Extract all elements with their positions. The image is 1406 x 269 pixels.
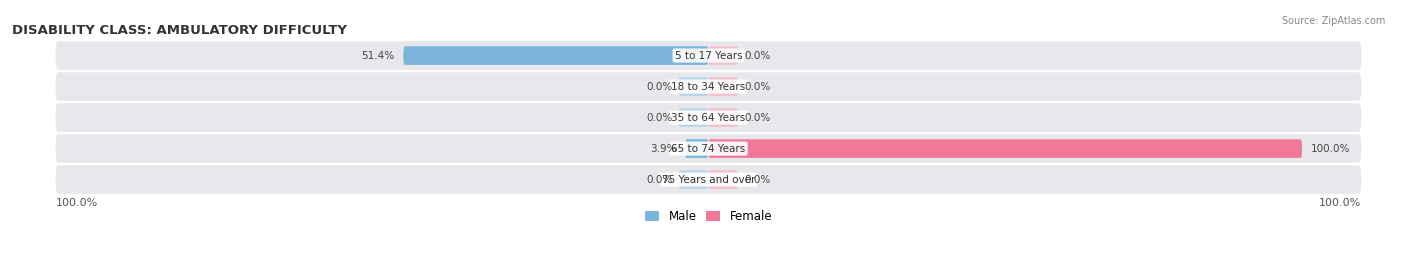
Text: 0.0%: 0.0% <box>647 82 673 91</box>
Text: 0.0%: 0.0% <box>744 175 770 185</box>
FancyBboxPatch shape <box>56 165 1361 194</box>
Text: 0.0%: 0.0% <box>744 51 770 61</box>
FancyBboxPatch shape <box>56 41 1361 70</box>
Text: 100.0%: 100.0% <box>1319 198 1361 208</box>
FancyBboxPatch shape <box>56 134 1361 163</box>
FancyBboxPatch shape <box>679 170 709 189</box>
FancyBboxPatch shape <box>709 170 738 189</box>
Text: 0.0%: 0.0% <box>647 175 673 185</box>
Text: 0.0%: 0.0% <box>744 82 770 91</box>
Text: 100.0%: 100.0% <box>1310 144 1350 154</box>
Text: 0.0%: 0.0% <box>647 112 673 123</box>
FancyBboxPatch shape <box>709 77 738 96</box>
Text: 51.4%: 51.4% <box>361 51 395 61</box>
FancyBboxPatch shape <box>709 108 738 127</box>
Text: Source: ZipAtlas.com: Source: ZipAtlas.com <box>1281 16 1385 26</box>
Text: 0.0%: 0.0% <box>744 112 770 123</box>
FancyBboxPatch shape <box>709 139 1302 158</box>
FancyBboxPatch shape <box>685 139 709 158</box>
FancyBboxPatch shape <box>56 103 1361 132</box>
FancyBboxPatch shape <box>56 72 1361 101</box>
Text: DISABILITY CLASS: AMBULATORY DIFFICULTY: DISABILITY CLASS: AMBULATORY DIFFICULTY <box>13 24 347 37</box>
Text: 100.0%: 100.0% <box>56 198 98 208</box>
Text: 3.9%: 3.9% <box>650 144 676 154</box>
Text: 5 to 17 Years: 5 to 17 Years <box>675 51 742 61</box>
FancyBboxPatch shape <box>679 108 709 127</box>
Text: 75 Years and over: 75 Years and over <box>662 175 755 185</box>
Legend: Male, Female: Male, Female <box>640 205 778 228</box>
Text: 18 to 34 Years: 18 to 34 Years <box>671 82 745 91</box>
FancyBboxPatch shape <box>709 46 738 65</box>
Text: 65 to 74 Years: 65 to 74 Years <box>671 144 745 154</box>
FancyBboxPatch shape <box>404 46 709 65</box>
Text: 35 to 64 Years: 35 to 64 Years <box>671 112 745 123</box>
FancyBboxPatch shape <box>679 77 709 96</box>
